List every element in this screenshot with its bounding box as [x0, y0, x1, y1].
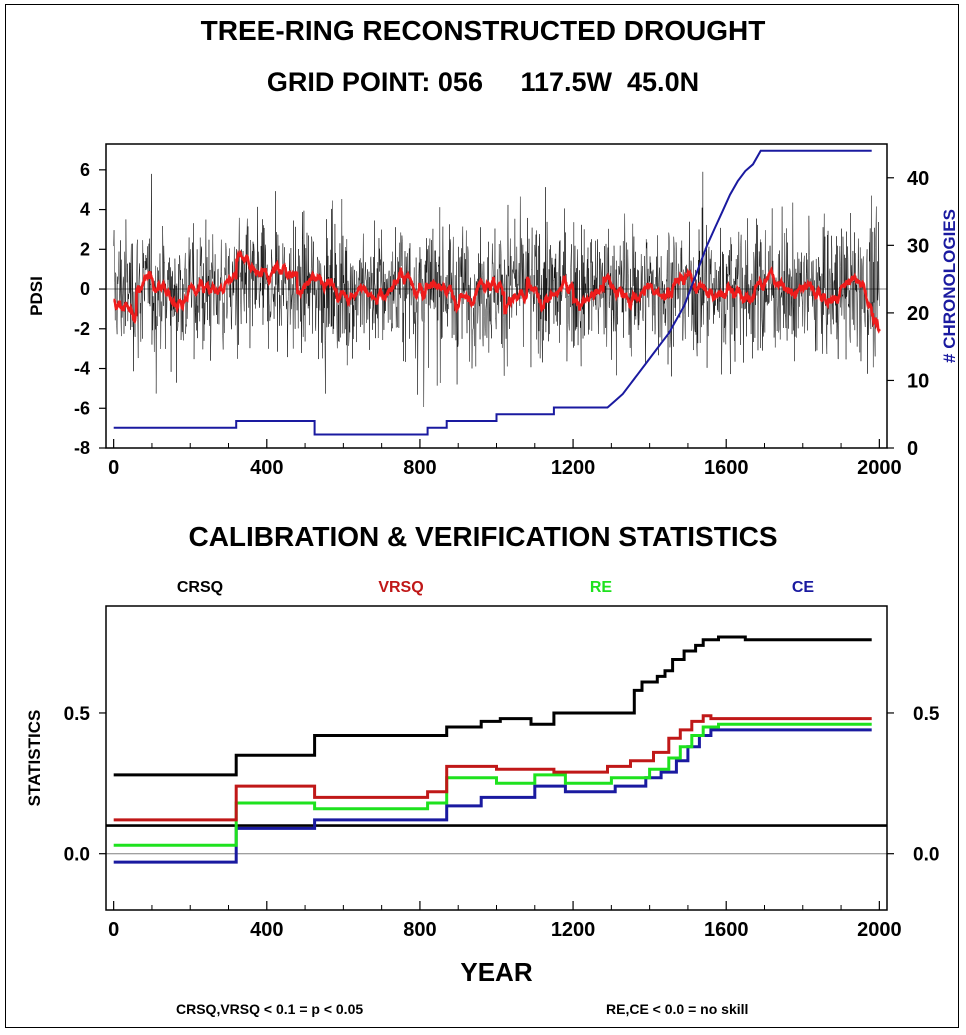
footnote-crsq-vrsq: CRSQ,VRSQ < 0.1 = p < 0.05 [176, 1001, 364, 1017]
pdsi-x-tick-label: 0 [108, 457, 119, 479]
statistics-title: CALIBRATION & VERIFICATION STATISTICS [188, 521, 778, 552]
annual-pdsi-series [113, 171, 880, 408]
chronologies-y-tick-label: 10 [907, 370, 929, 392]
statistics-x-tick-label: 800 [403, 919, 436, 941]
statistics-x-tick-label: 1200 [551, 919, 596, 941]
footnote-re-ce: RE,CE < 0.0 = no skill [606, 1001, 749, 1017]
statistics-x-tick-label: 1600 [704, 919, 749, 941]
chronologies-series [113, 149, 872, 436]
pdsi-x-tick-label: 800 [403, 457, 436, 479]
vrsq-series [113, 714, 872, 822]
smoothed-pdsi-series [113, 249, 881, 334]
chronologies-y-tick-label: 0 [907, 438, 918, 460]
crsq-series [113, 635, 872, 777]
chronologies-y-axis-label: # CHRONOLOGIES [940, 209, 959, 363]
pdsi-y-tick-label: -6 [74, 398, 90, 418]
ce-series [113, 728, 872, 864]
pdsi-y-tick-label: 4 [80, 200, 90, 220]
chronologies-y-tick-label: 40 [907, 168, 929, 190]
figure-title: TREE-RING RECONSTRUCTED DROUGHT [200, 15, 766, 46]
pdsi-y-tick-label: -2 [74, 319, 90, 339]
statistics-x-tick-label: 400 [250, 919, 283, 941]
chronologies-y-tick-label: 20 [907, 303, 929, 325]
statistics-right-y-tick-label: 0.5 [913, 704, 940, 725]
grid-point-subtitle: GRID POINT: 056 117.5W 45.0N [266, 67, 700, 97]
pdsi-chart: 0 400 800 1200 1600 20006420-2-4-6-8403020100… [27, 143, 959, 479]
statistics-y-tick-label: 0.0 [64, 845, 90, 866]
legend-re: RE [590, 579, 613, 596]
pdsi-y-tick-label: 6 [80, 160, 90, 180]
pdsi-y-tick-label: 2 [80, 239, 90, 259]
pdsi-y-tick-label: -4 [74, 359, 90, 379]
statistics-y-tick-label: 0.5 [64, 704, 91, 725]
statistics-x-tick-label: 2000 [857, 919, 902, 941]
pdsi-y-tick-label: -8 [74, 438, 90, 458]
chronologies-y-tick-label: 30 [907, 235, 929, 257]
pdsi-x-tick-label: 1600 [704, 457, 749, 479]
pdsi-x-tick-label: 2000 [857, 457, 902, 479]
statistics-x-tick-label: 0 [108, 919, 119, 941]
legend-crsq: CRSQ [177, 579, 223, 596]
pdsi-x-tick-label: 400 [250, 457, 283, 479]
legend-vrsq: VRSQ [378, 579, 423, 596]
pdsi-x-tick-label: 1200 [551, 457, 596, 479]
pdsi-y-axis-label: PDSI [27, 276, 46, 316]
re-series [113, 722, 872, 847]
legend-ce: CE [792, 579, 815, 596]
statistics-plot-frame [105, 605, 888, 911]
pdsi-y-tick-label: 0 [80, 279, 90, 299]
statistics-right-y-tick-label: 0.0 [913, 845, 939, 866]
figure-border [5, 4, 959, 1028]
statistics-y-axis-label: STATISTICS [25, 710, 44, 807]
year-x-axis-label: YEAR [460, 957, 532, 987]
